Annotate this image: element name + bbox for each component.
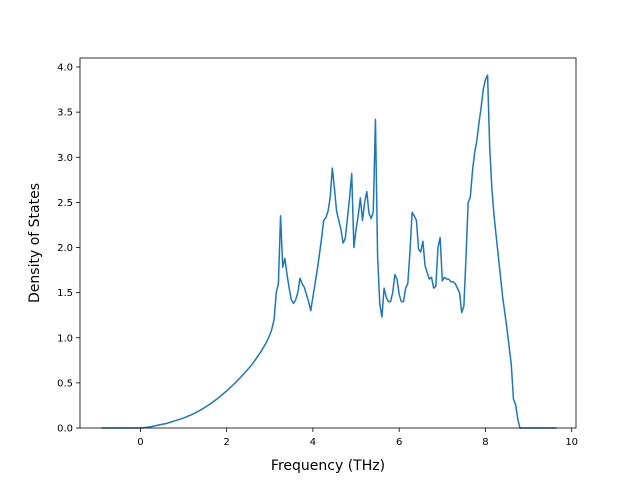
y-axis-label: Density of States [27,183,43,303]
y-tick-label: 2.5 [57,198,73,209]
plot-area [101,74,557,429]
dos-series-line [101,74,557,429]
x-tick-label: 6 [396,437,402,448]
x-axis: 0 2 4 6 8 10 [137,428,578,448]
x-tick-label: 8 [482,437,488,448]
x-tick-label: 10 [565,437,578,448]
x-axis-label: Frequency (THz) [271,458,385,474]
x-tick-label: 2 [223,437,229,448]
axes-frame [79,57,577,429]
y-tick-label: 0.5 [57,378,73,389]
y-tick-label: 2.0 [57,243,73,254]
x-tick-label: 4 [310,437,316,448]
y-tick-label: 1.5 [57,288,73,299]
y-tick-label: 3.0 [57,153,73,164]
y-tick-label: 3.5 [57,108,73,119]
x-tick-label: 0 [137,437,143,448]
y-tick-label: 4.0 [57,63,73,74]
y-tick-label: 0.0 [57,424,73,435]
y-tick-label: 1.0 [57,333,73,344]
y-axis: 0.0 0.5 1.0 1.5 2.0 2.5 3.0 3.5 4.0 [57,63,80,435]
